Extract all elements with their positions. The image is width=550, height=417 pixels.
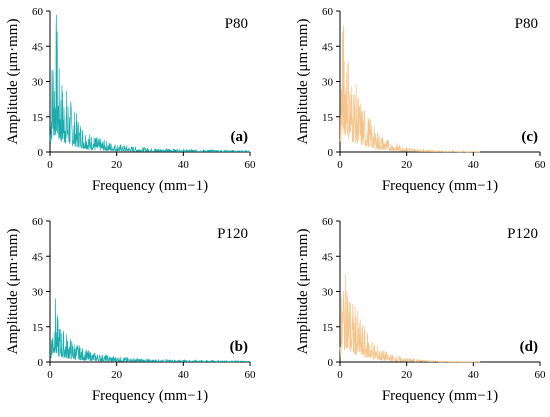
x-tick-label: 40 — [178, 159, 190, 171]
x-tick-label: 40 — [468, 369, 480, 381]
x-tick-label: 60 — [245, 159, 257, 171]
x-axis-title: Frequency (mm−1) — [92, 388, 208, 404]
panel-letter: (a) — [231, 129, 249, 145]
x-tick-label: 20 — [401, 369, 413, 381]
y-tick-label: 0 — [328, 357, 334, 369]
x-tick-label: 20 — [111, 159, 123, 171]
panel-letter: (c) — [521, 129, 538, 145]
panel-letter: (d) — [520, 339, 538, 355]
y-tick-label: 45 — [32, 41, 44, 53]
x-tick-label: 60 — [535, 369, 547, 381]
x-tick-label: 60 — [535, 159, 547, 171]
panel-title: P120 — [217, 226, 248, 242]
x-tick-label: 0 — [337, 159, 343, 171]
y-tick-label: 30 — [32, 287, 44, 299]
y-tick-label: 15 — [322, 112, 334, 124]
spectrum-line — [339, 274, 481, 363]
x-axis-title: Frequency (mm−1) — [92, 178, 208, 194]
x-tick-label: 20 — [111, 369, 123, 381]
y-tick-label: 45 — [322, 41, 334, 53]
y-tick-label: 60 — [322, 216, 334, 228]
panel-title: P120 — [507, 226, 538, 242]
spectrum-line — [49, 14, 251, 153]
y-tick-label: 0 — [38, 147, 44, 159]
y-tick-label: 60 — [322, 6, 334, 18]
y-axis-title: Amplitude (μm·mm) — [5, 19, 21, 145]
x-axis-title: Frequency (mm−1) — [382, 388, 498, 404]
x-tick-label: 0 — [47, 159, 53, 171]
y-tick-label: 45 — [32, 251, 44, 263]
y-tick-label: 60 — [32, 216, 44, 228]
x-tick-label: 40 — [178, 369, 190, 381]
panel-letter: (b) — [230, 339, 248, 355]
y-tick-label: 15 — [32, 112, 44, 124]
y-tick-label: 30 — [32, 77, 44, 89]
x-tick-label: 0 — [337, 369, 343, 381]
panel-title: P80 — [225, 16, 248, 32]
y-axis-title: Amplitude (μm·mm) — [295, 229, 311, 355]
y-tick-label: 0 — [38, 357, 44, 369]
panel-title: P80 — [515, 16, 538, 32]
x-tick-label: 20 — [401, 159, 413, 171]
spectrum-line — [339, 24, 481, 153]
y-tick-label: 15 — [32, 322, 44, 334]
x-tick-label: 60 — [245, 369, 257, 381]
y-tick-label: 15 — [322, 322, 334, 334]
x-axis-title: Frequency (mm−1) — [382, 178, 498, 194]
y-axis-title: Amplitude (μm·mm) — [295, 19, 311, 145]
x-tick-label: 40 — [468, 159, 480, 171]
y-axis-title: Amplitude (μm·mm) — [5, 229, 21, 355]
y-tick-label: 30 — [322, 77, 334, 89]
y-tick-label: 30 — [322, 287, 334, 299]
y-tick-label: 0 — [328, 147, 334, 159]
y-tick-label: 45 — [322, 251, 334, 263]
y-tick-label: 60 — [32, 6, 44, 18]
spectrum-line — [49, 298, 251, 363]
x-tick-label: 0 — [47, 369, 53, 381]
